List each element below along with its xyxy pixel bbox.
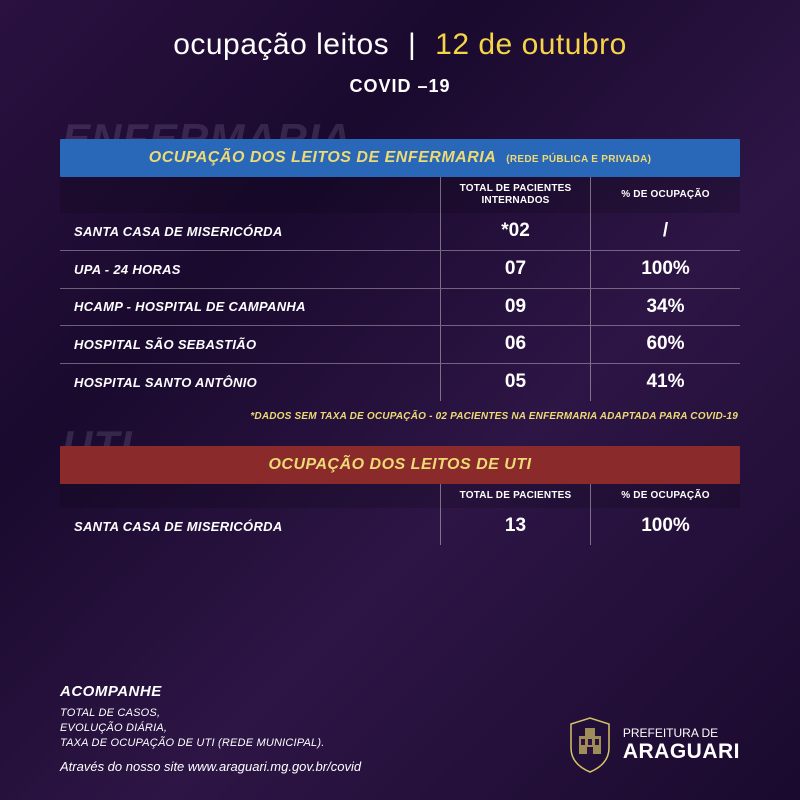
footer-right: PREFEITURA DE ARAGUARI [567, 716, 740, 774]
col-occupancy-header: % DE OCUPAÇÃO [590, 484, 740, 508]
uti-header: OCUPAÇÃO DOS LEITOS DE UTI [60, 446, 740, 484]
enfermaria-header: OCUPAÇÃO DOS LEITOS DE ENFERMARIA (REDE … [60, 139, 740, 177]
enfermaria-table: TOTAL DE PACIENTES INTERNADOS % DE OCUPA… [60, 177, 740, 401]
hospital-name: HCAMP - HOSPITAL DE CAMPANHA [60, 289, 440, 326]
footer-left: ACOMPANHE TOTAL DE CASOS, EVOLUÇÃO DIÁRI… [60, 683, 361, 774]
occupancy-value: 34% [590, 289, 740, 326]
footer-lines: TOTAL DE CASOS, EVOLUÇÃO DIÁRIA, TAXA DE… [60, 706, 361, 751]
occupancy-value: / [590, 213, 740, 250]
occupancy-value: 60% [590, 326, 740, 363]
page-title: ocupação leitos [173, 28, 389, 61]
patients-value: 05 [440, 364, 590, 401]
hospital-name: SANTA CASA DE MISERICÓRDA [60, 508, 440, 545]
col-occupancy-header: % DE OCUPAÇÃO [590, 177, 740, 213]
footer-line1: TOTAL DE CASOS, [60, 706, 361, 721]
occupancy-value: 100% [590, 508, 740, 545]
title-separator: | [408, 28, 416, 61]
table-row: SANTA CASA DE MISERICÓRDA*02/ [60, 213, 740, 250]
patients-value: *02 [440, 213, 590, 250]
city-crest-icon [567, 716, 613, 774]
table-row: HCAMP - HOSPITAL DE CAMPANHA0934% [60, 288, 740, 326]
col-patients-header: TOTAL DE PACIENTES [440, 484, 590, 508]
table-row: UPA - 24 HORAS07100% [60, 250, 740, 288]
subtitle: COVID –19 [60, 76, 740, 97]
hospital-name: UPA - 24 HORAS [60, 251, 440, 288]
table-row: SANTA CASA DE MISERICÓRDA13100% [60, 508, 740, 545]
uti-table: TOTAL DE PACIENTES % DE OCUPAÇÃO SANTA C… [60, 484, 740, 545]
city-label: PREFEITURA DE ARAGUARI [623, 727, 740, 763]
enfermaria-footnote: *DADOS SEM TAXA DE OCUPAÇÃO - 02 PACIENT… [60, 411, 738, 422]
col-patients-header: TOTAL DE PACIENTES INTERNADOS [440, 177, 590, 213]
uti-section: OCUPAÇÃO DOS LEITOS DE UTI TOTAL DE PACI… [60, 446, 740, 545]
patients-value: 09 [440, 289, 590, 326]
hospital-name: HOSPITAL SANTO ANTÔNIO [60, 364, 440, 401]
occupancy-value: 41% [590, 364, 740, 401]
table-row: HOSPITAL SÃO SEBASTIÃO0660% [60, 325, 740, 363]
uti-thead: TOTAL DE PACIENTES % DE OCUPAÇÃO [60, 484, 740, 508]
patients-value: 07 [440, 251, 590, 288]
title-line: ocupação leitos | 12 de outubro [60, 28, 740, 62]
enfermaria-subtitle: (REDE PÚBLICA E PRIVADA) [506, 154, 651, 165]
enfermaria-title: OCUPAÇÃO DOS LEITOS DE ENFERMARIA [149, 149, 496, 167]
city-prefix: PREFEITURA DE [623, 727, 740, 740]
enfermaria-section: OCUPAÇÃO DOS LEITOS DE ENFERMARIA (REDE … [60, 139, 740, 401]
footer-line2: EVOLUÇÃO DIÁRIA, [60, 721, 361, 736]
acompanhe-label: ACOMPANHE [60, 683, 361, 700]
footer: ACOMPANHE TOTAL DE CASOS, EVOLUÇÃO DIÁRI… [60, 683, 740, 774]
header: ocupação leitos | 12 de outubro COVID –1… [60, 28, 740, 97]
footer-line3: TAXA DE OCUPAÇÃO DE UTI (REDE MUNICIPAL)… [60, 736, 361, 751]
footer-site: Através do nosso site www.araguari.mg.go… [60, 759, 361, 774]
city-name: ARAGUARI [623, 740, 740, 763]
hospital-name: SANTA CASA DE MISERICÓRDA [60, 213, 440, 250]
enfermaria-thead: TOTAL DE PACIENTES INTERNADOS % DE OCUPA… [60, 177, 740, 213]
occupancy-value: 100% [590, 251, 740, 288]
table-row: HOSPITAL SANTO ANTÔNIO0541% [60, 363, 740, 401]
title-date: 12 de outubro [435, 28, 627, 61]
uti-title: OCUPAÇÃO DOS LEITOS DE UTI [268, 456, 531, 473]
patients-value: 06 [440, 326, 590, 363]
patients-value: 13 [440, 508, 590, 545]
hospital-name: HOSPITAL SÃO SEBASTIÃO [60, 326, 440, 363]
